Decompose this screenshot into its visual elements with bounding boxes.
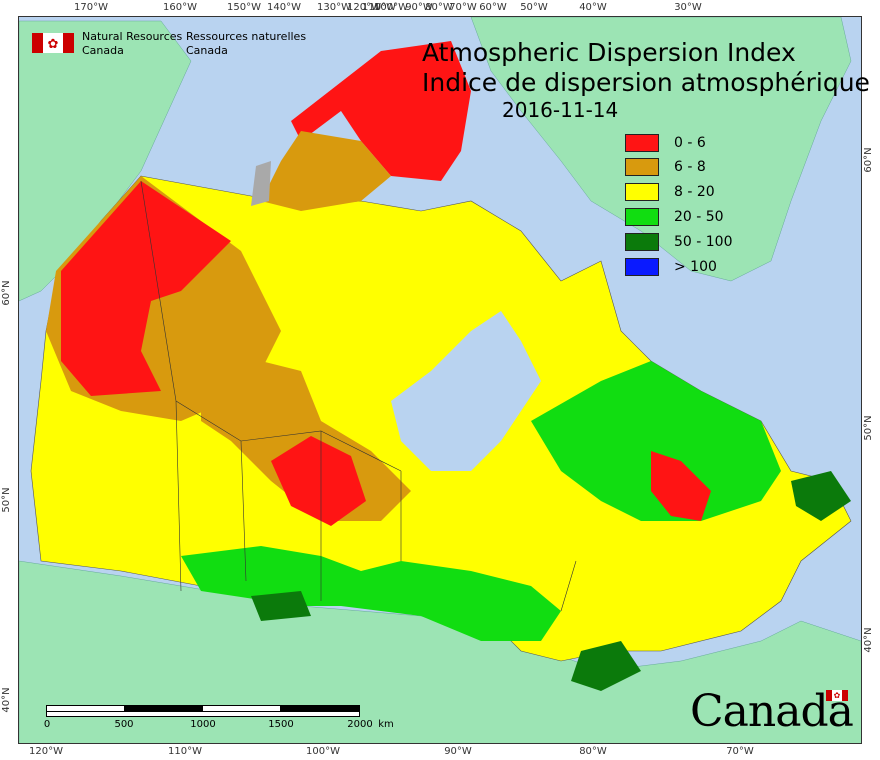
lon-label-top: 90°W <box>405 2 433 13</box>
lon-label-top: 70°W <box>449 2 477 13</box>
agency-fr-line1: Ressources naturelles <box>186 30 307 43</box>
hudson-bay <box>391 311 541 471</box>
agency-en-line1: Natural Resources <box>82 30 183 43</box>
legend-label: 8 - 20 <box>674 184 715 200</box>
legend-label: 50 - 100 <box>674 234 733 250</box>
lon-label-bottom: 70°W <box>726 746 754 757</box>
canada-flag-icon: ✿ <box>32 33 74 53</box>
legend-item: 6 - 8 <box>625 158 706 176</box>
greenland-landmass <box>470 17 852 282</box>
legend-swatch <box>625 183 659 201</box>
legend-item: 20 - 50 <box>625 208 724 226</box>
dispersion-map <box>19 17 861 743</box>
lat-label-left: 40°N <box>1 687 13 713</box>
lon-label-top: 170°W <box>74 2 108 13</box>
scale-bar <box>46 705 360 717</box>
scale-label: 1000 <box>190 719 216 730</box>
lon-label-bottom: 80°W <box>579 746 607 757</box>
arctic-red-region <box>291 41 471 181</box>
lon-label-top: 100°W <box>374 2 408 13</box>
atlantic-darkgreen-region <box>791 471 851 521</box>
agency-name-en: Natural Resources Canada <box>82 30 182 58</box>
legend-item: 50 - 100 <box>625 233 733 251</box>
agency-fr-line2: Canada <box>186 44 228 57</box>
lon-label-top: 60°W <box>479 2 507 13</box>
lon-label-top: 120°W <box>347 2 381 13</box>
south-green-region <box>181 546 561 641</box>
scale-label: 500 <box>114 719 134 730</box>
map-title-en: Atmospheric Dispersion Index <box>422 38 796 67</box>
quebec-red-region <box>651 451 711 521</box>
map-date: 2016-11-14 <box>502 98 619 122</box>
great-lakes-darkgreen-region <box>571 641 641 691</box>
lon-label-top: 140°W <box>267 2 301 13</box>
lat-label-left: 60°N <box>1 280 13 306</box>
lon-label-bottom: 90°W <box>444 746 472 757</box>
arctic-orange-region <box>261 131 391 211</box>
legend-swatch <box>625 233 659 251</box>
lon-label-top: 30°W <box>674 2 702 13</box>
lon-label-top: 50°W <box>520 2 548 13</box>
map-title-fr: Indice de dispersion atmosphérique <box>422 68 870 97</box>
lon-label-top: 150°W <box>227 2 261 13</box>
legend-swatch <box>625 258 659 276</box>
agency-en-line2: Canada <box>82 44 124 57</box>
lat-label-right: 50°N <box>863 415 875 441</box>
lon-label-bottom: 100°W <box>306 746 340 757</box>
scale-label: 1500 <box>268 719 294 730</box>
legend-item: 8 - 20 <box>625 183 715 201</box>
legend-swatch <box>625 208 659 226</box>
legend-label: 6 - 8 <box>674 159 706 175</box>
lon-label-top: 160°W <box>163 2 197 13</box>
legend-item: 0 - 6 <box>625 134 706 152</box>
east-green-region <box>531 361 781 521</box>
scale-label: 2000 <box>347 719 373 730</box>
legend-item: > 100 <box>625 258 717 276</box>
central-red-region <box>271 436 366 526</box>
scale-label: 0 <box>43 719 51 730</box>
south-darkgreen-region <box>251 591 311 621</box>
no-data-region <box>251 161 271 206</box>
lon-label-top: 40°W <box>579 2 607 13</box>
lat-label-right: 40°N <box>863 627 875 653</box>
wordmark-flag-icon: ✿ <box>826 690 848 701</box>
lon-label-bottom: 110°W <box>168 746 202 757</box>
legend-label: > 100 <box>674 259 717 275</box>
agency-name-fr: Ressources naturelles Canada <box>186 30 306 58</box>
scale-unit: km <box>378 719 394 730</box>
legend-swatch <box>625 134 659 152</box>
legend-swatch <box>625 158 659 176</box>
lon-label-top: 80°W <box>425 2 453 13</box>
lon-label-bottom: 120°W <box>29 746 63 757</box>
lat-label-right: 60°N <box>863 147 875 173</box>
legend-label: 0 - 6 <box>674 135 706 151</box>
lon-label-top: 130°W <box>317 2 351 13</box>
map-canvas <box>18 16 862 744</box>
legend-label: 20 - 50 <box>674 209 724 225</box>
lon-label-top: 110°W <box>362 2 396 13</box>
lat-label-left: 50°N <box>1 487 13 513</box>
provincial-borders <box>140 180 577 612</box>
northwest-red-region <box>61 181 231 396</box>
